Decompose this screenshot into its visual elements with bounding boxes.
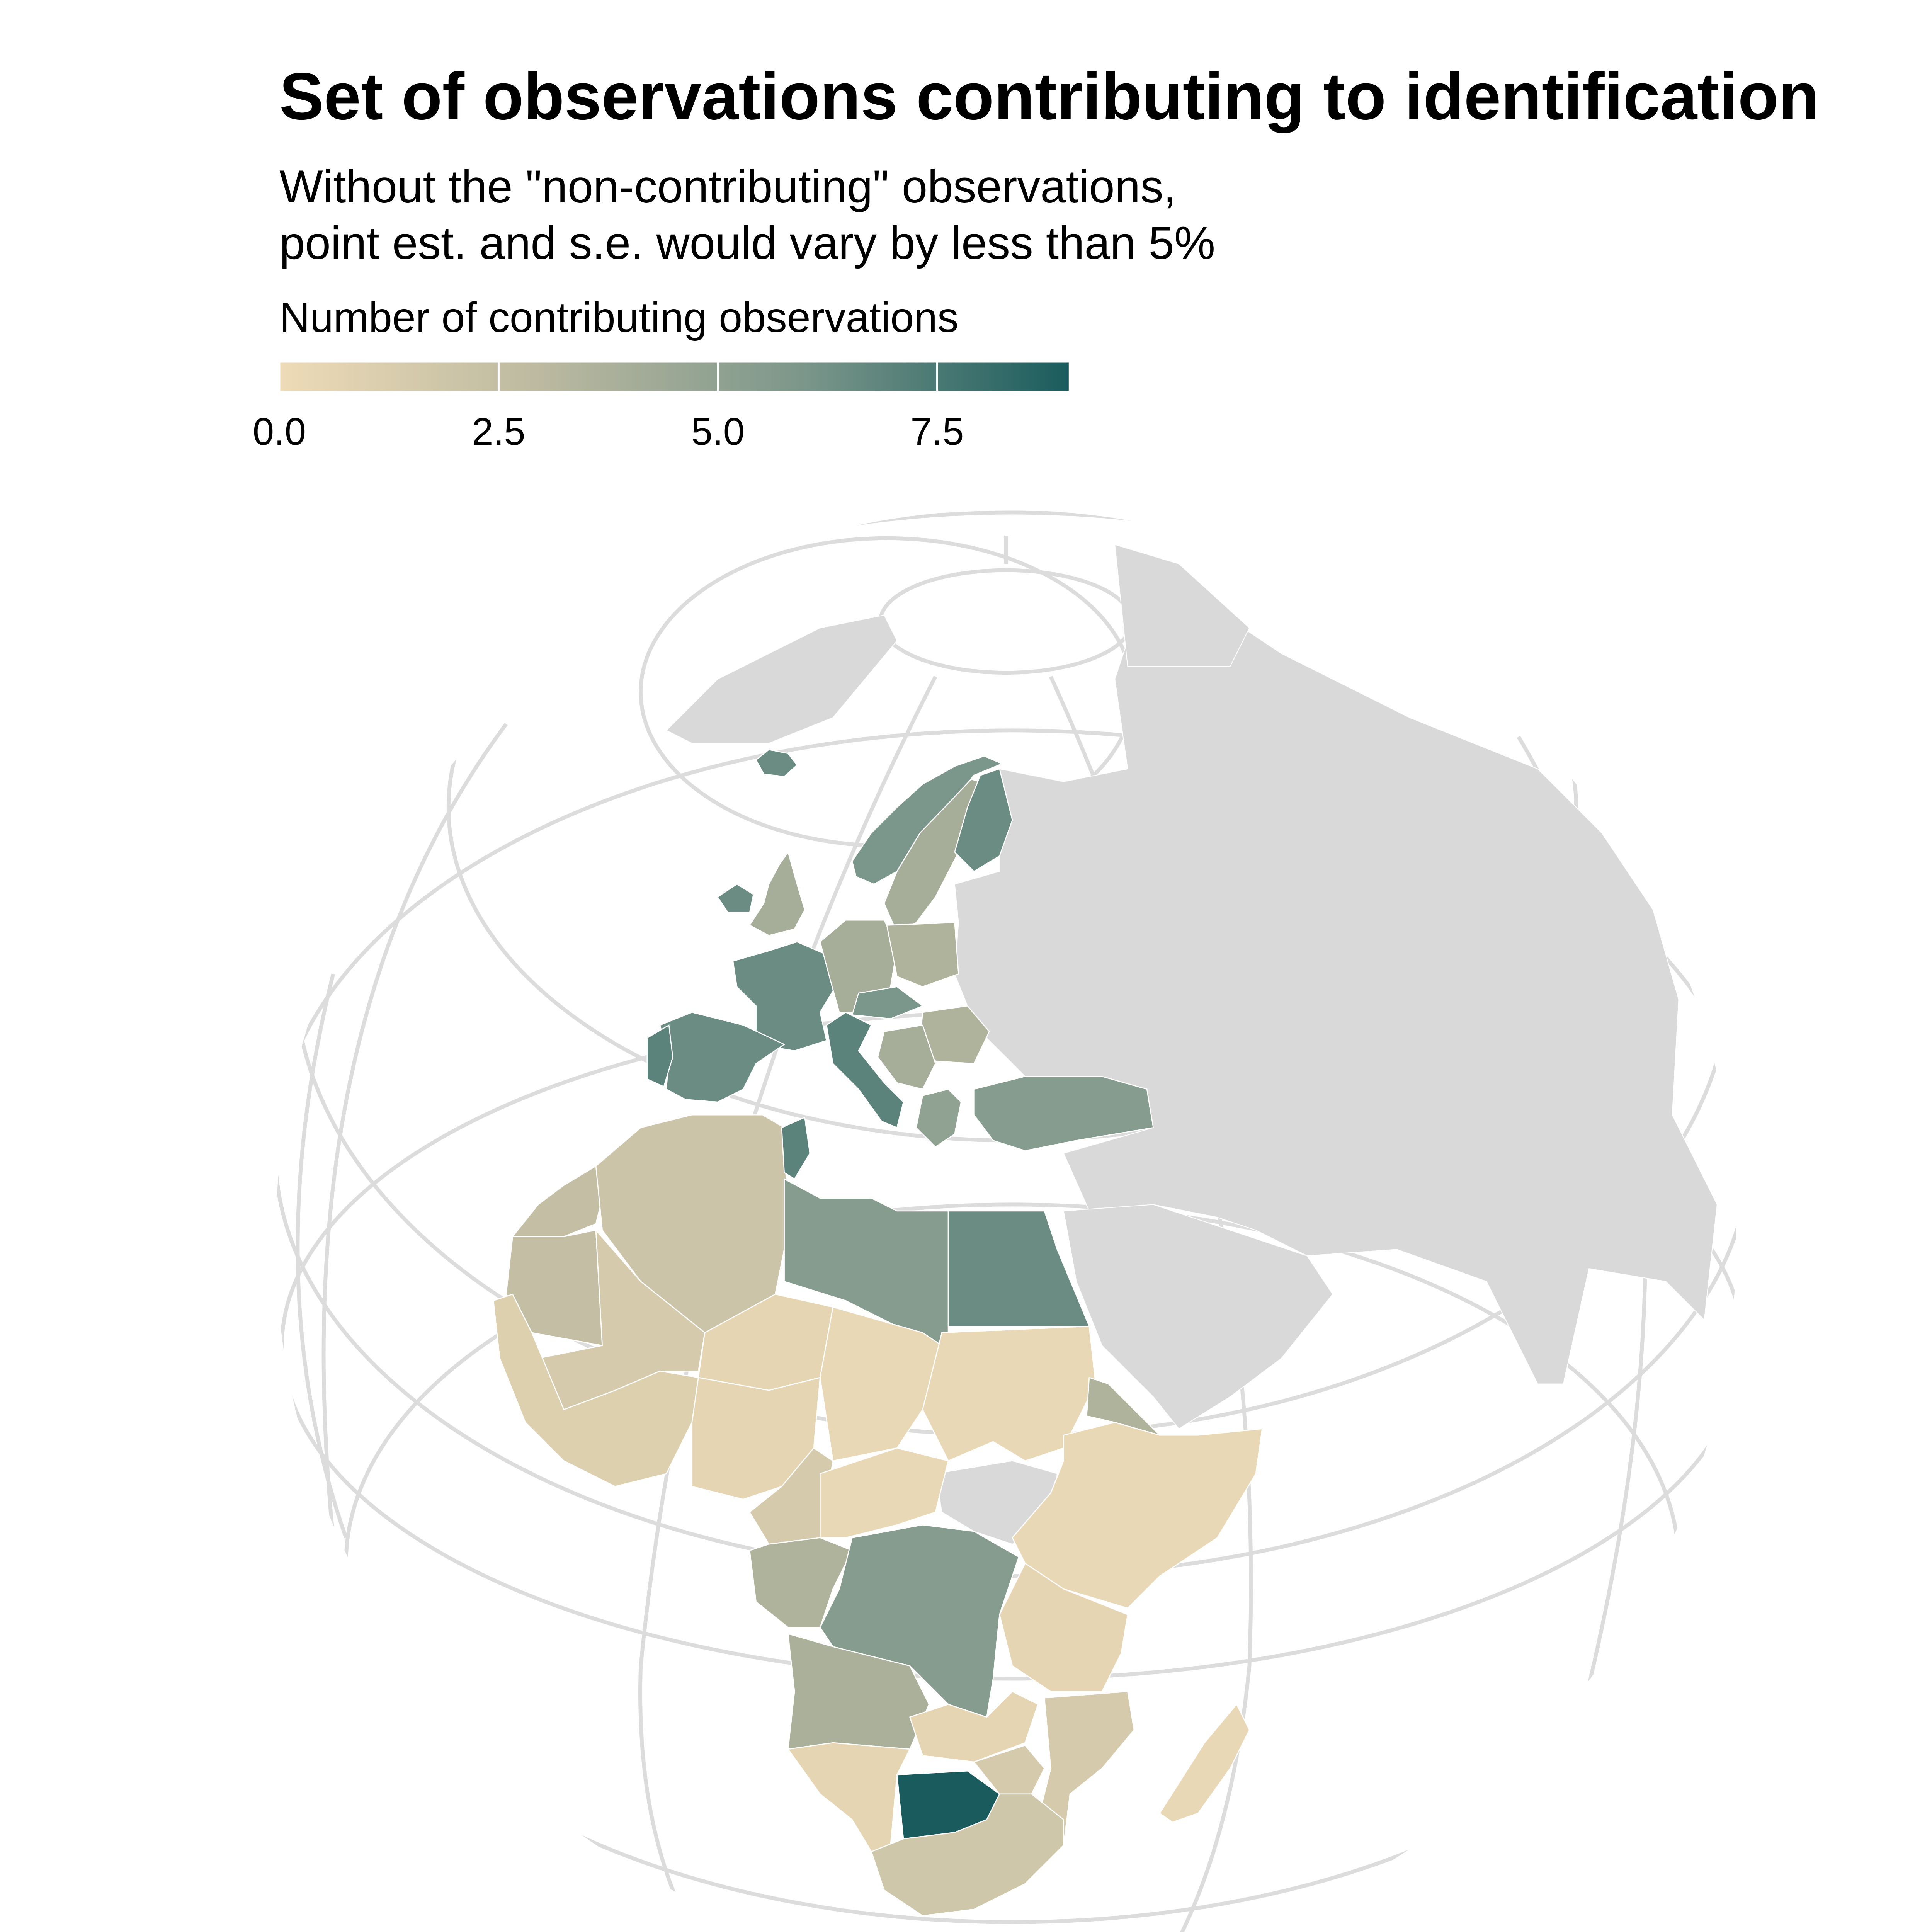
region <box>871 1793 1064 1917</box>
region <box>781 1116 811 1180</box>
colorbar <box>279 362 1069 391</box>
chart-title: Set of observations contributing to iden… <box>279 59 1819 133</box>
region <box>886 922 959 987</box>
graticule-line <box>878 568 1134 675</box>
region <box>787 1742 911 1852</box>
colorbar-tick-label: 7.5 <box>910 410 964 453</box>
subtitle: point est. and s.e. would vary by less t… <box>279 218 1215 269</box>
legend-title: Number of contributing observations <box>279 294 959 341</box>
region <box>1159 1703 1250 1823</box>
unmatched-land <box>525 544 1718 1545</box>
region <box>922 1326 1096 1462</box>
region <box>646 1024 673 1088</box>
region <box>749 1537 853 1628</box>
colorbar-tick-label: 2.5 <box>472 410 525 453</box>
land <box>665 614 898 744</box>
colorbar-tick-label: 0.0 <box>253 410 306 453</box>
region <box>819 919 898 1013</box>
region <box>1012 1422 1263 1609</box>
region <box>755 749 798 777</box>
region <box>826 1012 904 1129</box>
region <box>749 851 806 936</box>
region <box>877 1024 936 1090</box>
region <box>973 1745 1045 1795</box>
region <box>954 768 1013 872</box>
region <box>947 1210 1090 1327</box>
land <box>954 563 1718 1384</box>
region <box>973 1076 1154 1151</box>
land <box>1114 544 1250 667</box>
region <box>999 1562 1128 1692</box>
legend: 0.0 2.5 5.0 7.5 <box>253 362 1069 453</box>
region <box>659 1012 786 1103</box>
region <box>717 883 754 913</box>
region <box>820 1306 943 1462</box>
region <box>732 941 836 1051</box>
regions <box>493 749 1263 1917</box>
region <box>851 986 924 1019</box>
subtitle: Without the "non-contributing" observati… <box>279 161 1176 213</box>
region <box>909 1690 1039 1763</box>
land <box>1063 1204 1333 1430</box>
region <box>820 1447 949 1538</box>
region <box>915 1088 962 1148</box>
colorbar-tick-label: 5.0 <box>691 410 745 453</box>
region <box>851 755 1003 885</box>
region <box>1037 1691 1135 1847</box>
